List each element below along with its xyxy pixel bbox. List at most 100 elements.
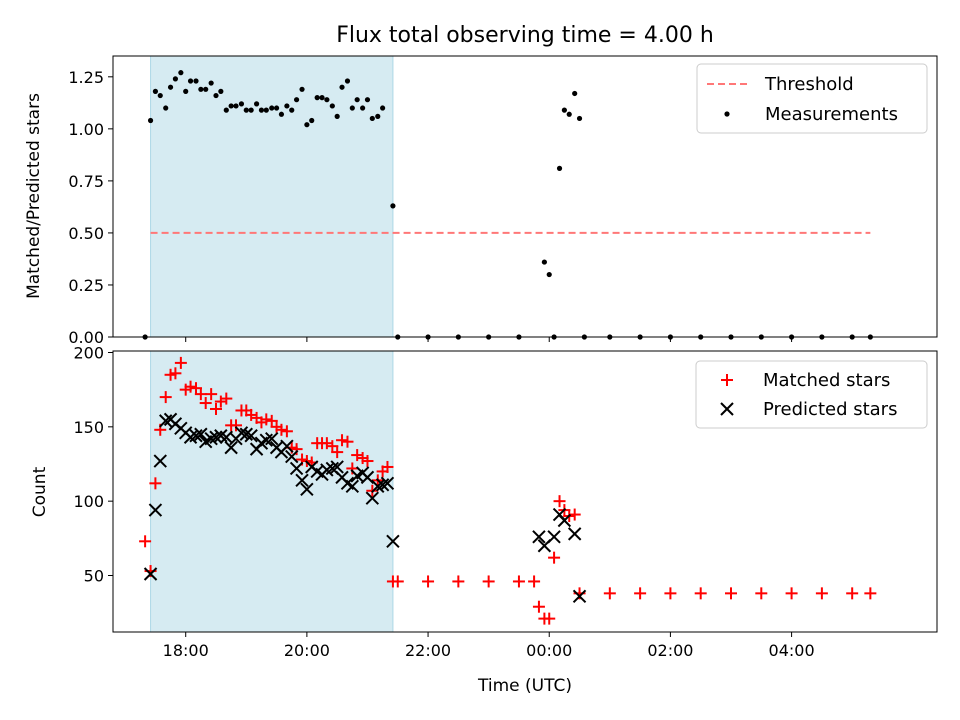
measurement-point bbox=[566, 111, 572, 117]
matched-star-point bbox=[336, 434, 349, 447]
measurement-point bbox=[243, 107, 249, 113]
y-tick-label: 0.25 bbox=[68, 276, 104, 295]
measurement-point bbox=[390, 203, 396, 209]
measurement-point bbox=[183, 88, 189, 94]
matched-star-point bbox=[512, 575, 525, 588]
measurement-point bbox=[284, 103, 290, 109]
y-tick-label: 1.00 bbox=[68, 120, 104, 139]
predicted-star-point bbox=[567, 527, 582, 541]
y-tick-label: 1.25 bbox=[68, 68, 104, 87]
predicted-star-point bbox=[295, 473, 309, 488]
measurement-point bbox=[213, 92, 219, 99]
x-tick-label: 04:00 bbox=[769, 641, 815, 660]
matched-star-point bbox=[229, 419, 242, 432]
predicted-star-point bbox=[289, 461, 304, 476]
measurement-point bbox=[253, 101, 260, 107]
measurement-point bbox=[299, 86, 305, 92]
matched-star-point bbox=[275, 423, 288, 436]
predicted-star-point bbox=[209, 430, 223, 444]
measurement-point bbox=[375, 113, 381, 119]
top-panel: 0.00 0.25 0.50 0.75 1.00 1.25 Flux total obse… bbox=[24, 23, 938, 347]
top-axes-frame bbox=[112, 55, 938, 338]
measurement-point bbox=[269, 105, 275, 111]
matched-star-point bbox=[331, 446, 344, 459]
bottom-data-layer bbox=[139, 356, 877, 625]
y-tick-label: 0.00 bbox=[68, 328, 104, 347]
predicted-star-point bbox=[204, 432, 218, 446]
matched-star-point bbox=[205, 388, 218, 401]
measurement-point bbox=[208, 80, 214, 86]
y-tick-label: 50 bbox=[84, 567, 104, 586]
predicted-star-point bbox=[224, 440, 238, 455]
matched-star-point bbox=[139, 535, 152, 548]
measurement-point bbox=[163, 105, 169, 111]
matched-star-point bbox=[785, 587, 798, 600]
measurement-point bbox=[380, 105, 386, 111]
predicted-star-point bbox=[345, 479, 360, 494]
measurement-point bbox=[576, 115, 583, 122]
bottom-axes-frame bbox=[112, 350, 938, 633]
matched-star-point bbox=[361, 455, 374, 468]
y-tick-label: 0.50 bbox=[68, 224, 104, 243]
matched-star-point bbox=[864, 587, 877, 600]
legend-measurements-label: Measurements bbox=[765, 104, 898, 125]
matched-star-point bbox=[452, 575, 465, 588]
measurement-point bbox=[329, 103, 335, 109]
measurement-point bbox=[293, 97, 300, 103]
matched-star-point bbox=[603, 587, 616, 600]
measurement-point bbox=[193, 78, 199, 84]
predicted-star-point bbox=[547, 530, 561, 544]
measurement-point bbox=[228, 103, 234, 109]
matched-star-point bbox=[422, 575, 435, 588]
matched-star-point bbox=[174, 356, 187, 369]
legend-measurements-marker bbox=[724, 111, 730, 117]
matched-star-point bbox=[568, 508, 581, 521]
measurement-point bbox=[324, 97, 330, 103]
x-tick-label: 20:00 bbox=[284, 641, 330, 660]
measurement-point bbox=[344, 78, 351, 84]
legend-predicted-marker bbox=[720, 402, 734, 416]
measurement-point bbox=[289, 107, 295, 113]
measurement-point bbox=[278, 111, 285, 117]
observing-window-bottom bbox=[150, 350, 394, 633]
matched-star-point bbox=[664, 587, 677, 600]
x-tick-label: 02:00 bbox=[647, 641, 693, 660]
predicted-star-point bbox=[365, 491, 380, 505]
measurement-point bbox=[546, 271, 552, 278]
matched-star-point bbox=[169, 367, 182, 380]
predicted-star-point bbox=[300, 482, 314, 496]
matched-star-point bbox=[320, 437, 333, 450]
matched-star-point bbox=[260, 413, 273, 426]
measurement-point bbox=[157, 92, 163, 99]
legend-threshold-label: Threshold bbox=[764, 74, 854, 95]
y-tick-label: 100 bbox=[73, 492, 104, 511]
predicted-star-point bbox=[330, 460, 344, 474]
matched-star-point bbox=[815, 587, 828, 600]
measurement-point bbox=[263, 107, 269, 113]
matched-star-point bbox=[548, 551, 561, 564]
measurement-point bbox=[369, 115, 375, 122]
predicted-star-point bbox=[239, 427, 254, 441]
x-tick-label: 00:00 bbox=[526, 641, 572, 660]
matched-star-point bbox=[341, 435, 354, 448]
matched-star-point bbox=[543, 612, 556, 625]
predicted-star-point bbox=[380, 476, 395, 491]
matched-star-point bbox=[184, 380, 197, 393]
bottom-legend: Matched stars Predicted stars bbox=[695, 360, 928, 429]
measurement-point bbox=[187, 78, 194, 84]
matched-star-point bbox=[245, 408, 258, 421]
matched-star-point bbox=[220, 392, 233, 405]
matched-star-point bbox=[214, 395, 227, 408]
measurement-point bbox=[309, 117, 315, 124]
measurement-point bbox=[167, 84, 174, 90]
matched-star-point bbox=[194, 388, 207, 401]
matched-star-point bbox=[280, 425, 293, 438]
matched-star-point bbox=[725, 587, 737, 600]
observing-window-top bbox=[150, 55, 394, 338]
matched-star-point bbox=[528, 575, 541, 588]
top-y-axis-label: Matched/Predicted stars bbox=[24, 93, 44, 299]
predicted-star-point bbox=[159, 414, 173, 428]
measurement-point bbox=[572, 90, 578, 97]
matched-star-point bbox=[755, 587, 768, 600]
measurement-point bbox=[314, 95, 320, 101]
